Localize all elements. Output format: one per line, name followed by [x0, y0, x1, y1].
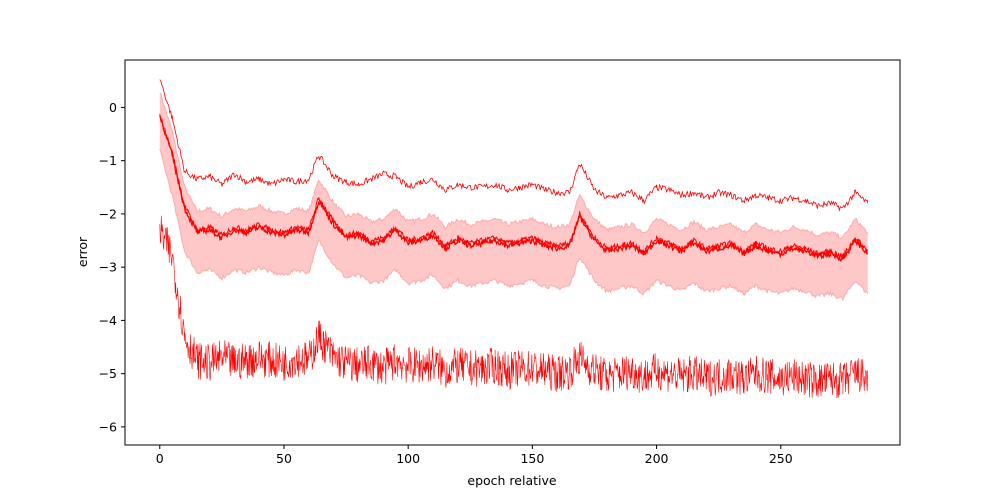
y-tick-label: −2 [99, 206, 117, 221]
y-tick-label: −4 [99, 313, 117, 328]
x-axis-label: epoch relative [467, 473, 557, 488]
x-tick-label: 250 [769, 451, 793, 466]
band-lower-line [159, 148, 869, 301]
x-tick-label: 200 [645, 451, 669, 466]
band-upper-line [159, 93, 868, 239]
y-tick-label: 0 [109, 100, 117, 115]
x-tick-label: 0 [156, 451, 164, 466]
y-tick-label: −1 [99, 153, 117, 168]
y-tick-label: −6 [99, 419, 117, 434]
y-axis-label: error [75, 236, 90, 267]
min-series-line [159, 215, 869, 399]
std-band [159, 93, 868, 300]
x-tick-label: 150 [520, 451, 544, 466]
max-series-line [159, 79, 869, 212]
mean-series-line [159, 115, 868, 262]
x-tick-label: 50 [276, 451, 292, 466]
x-tick-label: 100 [396, 451, 420, 466]
y-tick-label: −3 [99, 260, 117, 275]
axes-frame [124, 59, 901, 446]
y-tick-label: −5 [99, 366, 117, 381]
